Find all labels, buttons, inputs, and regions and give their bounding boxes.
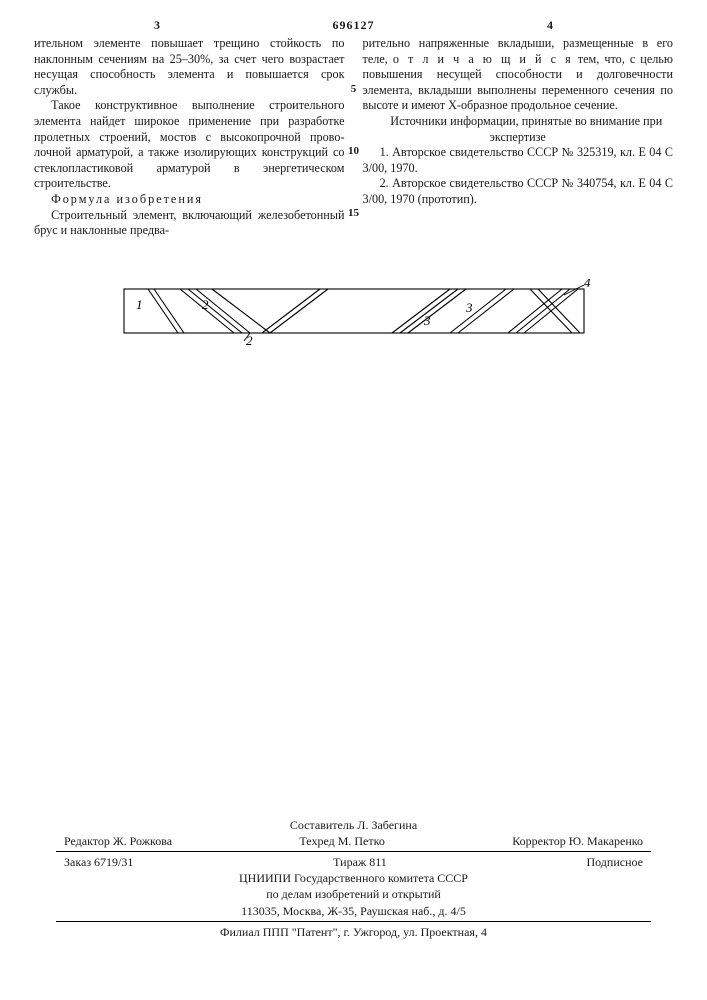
divider-2 (56, 921, 651, 922)
gutter-mark-15: 15 (348, 206, 359, 220)
left-p3: Строительный элемент, включающий железоб… (34, 208, 345, 239)
insert-line (538, 289, 580, 333)
figure-label-2: 2 (246, 333, 253, 347)
insert-line (188, 289, 242, 333)
patent-number: 696127 (333, 18, 375, 33)
insert-line (530, 289, 572, 333)
figure-label-3: 3 (465, 300, 473, 315)
header-row: 3 696127 4 (34, 18, 673, 36)
left-column: ительном элементе повышает трещино стойк… (34, 36, 345, 239)
org-line-2: по делам изобретений и открытий (56, 886, 651, 902)
figure-label-3: 3 (423, 313, 431, 328)
col-number-right: 4 (547, 18, 553, 33)
gutter-mark-10: 10 (348, 144, 359, 158)
tirazh: Тираж 811 (333, 854, 387, 870)
order: Заказ 6719/31 (64, 854, 133, 870)
figure-label-4: 4 (584, 279, 591, 290)
divider-1 (56, 851, 651, 852)
figure-label-2: 2 (202, 297, 209, 312)
compiler-line: Составитель Л. Забегина (56, 817, 651, 833)
insert-line (508, 289, 562, 333)
techred: Техред М. Петко (299, 833, 384, 849)
sources-heading: Источники информации, принятые во вниман… (363, 114, 674, 145)
insert-line (262, 289, 320, 333)
col-number-left: 3 (154, 18, 160, 33)
figure-label-1: 1 (136, 297, 143, 312)
right-p1-emph: о т л и ч а ю ­щ и й с я (393, 52, 573, 66)
right-column: рительно напряженные вкладыши, разме­щен… (363, 36, 674, 239)
insert-line (516, 289, 570, 333)
beam-outline (124, 289, 584, 333)
filial-line: Филиал ППП "Патент", г. Ужгород, ул. Про… (56, 924, 651, 940)
insert-line (408, 289, 466, 333)
figure-svg: 1 2 2 3 3 4 (94, 279, 614, 347)
insert-line (392, 289, 450, 333)
credits-row: Редактор Ж. Рожкова Техред М. Петко Корр… (56, 833, 651, 849)
insert-line (148, 289, 178, 333)
two-column-text: 5 10 15 ительном элементе повышает трещи… (34, 36, 673, 239)
podpis: Подписное (586, 854, 643, 870)
source-2: 2. Авторское свидетельство СССР № 340754… (363, 176, 674, 207)
org-line-1: ЦНИИПИ Государственного комитета СССР (56, 870, 651, 886)
address-line: 113035, Москва, Ж-35, Раушская наб., д. … (56, 903, 651, 919)
left-p2: Такое конструктивное выполнение строител… (34, 98, 345, 192)
left-p1: ительном элементе повышает трещино стойк… (34, 36, 345, 98)
corrector: Корректор Ю. Макаренко (512, 833, 643, 849)
leader-line (564, 285, 584, 295)
insert-line (270, 289, 328, 333)
insert-line (154, 289, 184, 333)
insert-line (450, 289, 506, 333)
insert-line (212, 289, 270, 333)
source-1: 1. Авторское свидетельство СССР № 325319… (363, 145, 674, 176)
figure: 1 2 2 3 3 4 (34, 279, 673, 347)
formula-heading: Формула изобретения (34, 192, 345, 208)
editor: Редактор Ж. Рожкова (64, 833, 172, 849)
imprint-row: Заказ 6719/31 Тираж 811 Подписное (56, 854, 651, 870)
colophon: Составитель Л. Забегина Редактор Ж. Рожк… (56, 817, 651, 940)
gutter-mark-5: 5 (351, 82, 357, 96)
right-p1: рительно напряженные вкладыши, разме­щен… (363, 36, 674, 114)
